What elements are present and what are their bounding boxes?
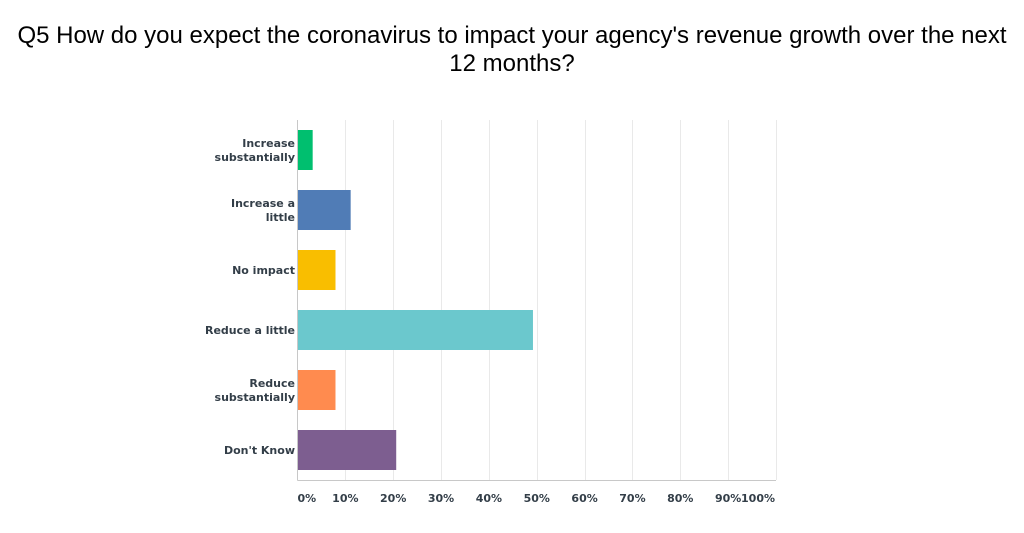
x-tick-label: 70% [619, 492, 645, 505]
category-label: Don't Know [224, 444, 295, 457]
bar-increase-a-little[interactable] [297, 190, 351, 230]
category-label: Reduce [249, 377, 295, 390]
category-label: substantially [215, 151, 295, 164]
gridlines [345, 120, 777, 480]
x-tick-label: 80% [667, 492, 693, 505]
bar-reduce-substantially[interactable] [297, 370, 336, 410]
bar-increase-substantially[interactable] [297, 130, 313, 170]
x-tick-label: 60% [571, 492, 597, 505]
bar-reduce-a-little[interactable] [297, 310, 533, 350]
x-tick-label: 30% [428, 492, 454, 505]
chart-title: Q5 How do you expect the coronavirus to … [0, 22, 1024, 78]
x-tick-label: 20% [380, 492, 406, 505]
category-label: Reduce a little [205, 324, 295, 337]
category-label: No impact [232, 264, 295, 277]
chart-title-line-2: 12 months? [449, 50, 575, 77]
x-tick-label: 10% [332, 492, 358, 505]
category-label: substantially [215, 391, 295, 404]
bar-don-t-know[interactable] [297, 430, 397, 470]
category-label: little [266, 211, 295, 224]
bar-no-impact[interactable] [297, 250, 336, 290]
tick-labels: 0% 10% 20% 30% 40% 50% 60% 70% 80% 90% 100% [298, 492, 776, 505]
category-label: Increase a [231, 197, 295, 210]
x-tick-label: 100% [741, 492, 775, 505]
x-tick-label: 40% [476, 492, 502, 505]
category-label: Increase [242, 137, 295, 150]
x-tick-label: 50% [524, 492, 550, 505]
axes [297, 120, 776, 481]
x-tick-label: 0% [298, 492, 317, 505]
bars [297, 130, 533, 470]
chart-title-line-1: Q5 How do you expect the coronavirus to … [17, 22, 1007, 49]
x-tick-label: 90% [715, 492, 741, 505]
